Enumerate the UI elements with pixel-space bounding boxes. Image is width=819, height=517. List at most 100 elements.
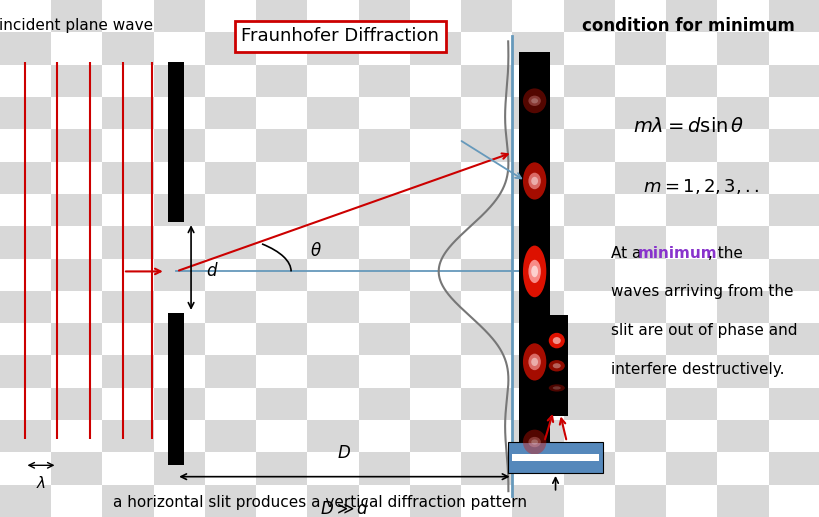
Bar — [359, 32, 410, 65]
Bar — [410, 323, 460, 356]
Ellipse shape — [527, 173, 541, 189]
Ellipse shape — [552, 363, 560, 368]
Bar — [205, 0, 256, 32]
Bar — [563, 0, 614, 32]
Bar — [512, 388, 563, 420]
Bar — [665, 161, 717, 194]
Bar — [0, 356, 51, 388]
Bar — [665, 388, 717, 420]
Bar — [512, 161, 563, 194]
Bar — [717, 161, 768, 194]
Bar — [307, 65, 359, 97]
Bar — [0, 420, 51, 452]
Bar — [512, 258, 563, 291]
Bar — [768, 65, 819, 97]
Ellipse shape — [548, 333, 564, 348]
Bar — [717, 32, 768, 65]
Bar — [768, 485, 819, 517]
Bar — [51, 194, 102, 226]
Text: Fraunhofer Diffraction: Fraunhofer Diffraction — [241, 27, 439, 45]
Bar — [563, 226, 614, 258]
Bar — [359, 323, 410, 356]
Ellipse shape — [552, 386, 560, 390]
Bar — [717, 452, 768, 485]
Bar — [51, 356, 102, 388]
Bar — [768, 97, 819, 129]
Bar — [256, 0, 307, 32]
Bar — [563, 194, 614, 226]
Bar — [614, 452, 665, 485]
Bar — [205, 291, 256, 323]
Bar — [614, 32, 665, 65]
Text: interfere destructively.: interfere destructively. — [610, 362, 784, 377]
Bar — [460, 161, 512, 194]
Bar — [307, 485, 359, 517]
Bar — [154, 420, 205, 452]
Bar — [717, 226, 768, 258]
Bar — [512, 356, 563, 388]
Bar — [359, 129, 410, 161]
Bar — [359, 97, 410, 129]
Bar — [545, 315, 568, 416]
Bar — [768, 161, 819, 194]
Ellipse shape — [527, 260, 541, 283]
Bar — [205, 97, 256, 129]
Bar — [359, 226, 410, 258]
Bar — [0, 452, 51, 485]
Bar — [102, 258, 154, 291]
Bar — [307, 258, 359, 291]
Bar — [359, 161, 410, 194]
Bar — [665, 452, 717, 485]
Bar — [205, 161, 256, 194]
Bar — [460, 65, 512, 97]
Bar — [512, 226, 563, 258]
Bar — [512, 291, 563, 323]
Bar — [51, 485, 102, 517]
Bar — [0, 258, 51, 291]
Bar — [614, 0, 665, 32]
Bar — [460, 323, 512, 356]
Bar — [563, 420, 614, 452]
Text: $d$: $d$ — [206, 263, 218, 280]
Bar — [205, 258, 256, 291]
Bar — [256, 161, 307, 194]
Text: slit are out of phase and: slit are out of phase and — [610, 323, 796, 338]
Bar — [717, 420, 768, 452]
Bar — [154, 32, 205, 65]
Bar — [768, 0, 819, 32]
Bar — [256, 226, 307, 258]
Bar — [768, 258, 819, 291]
Ellipse shape — [531, 177, 537, 185]
Bar — [102, 194, 154, 226]
Ellipse shape — [531, 439, 537, 445]
Bar — [0, 388, 51, 420]
Bar — [768, 291, 819, 323]
Ellipse shape — [548, 360, 564, 371]
Bar — [154, 129, 205, 161]
Bar — [154, 323, 205, 356]
Bar — [154, 291, 205, 323]
Bar — [51, 161, 102, 194]
Bar — [768, 194, 819, 226]
Bar — [205, 485, 256, 517]
Bar — [256, 65, 307, 97]
Bar — [154, 226, 205, 258]
Ellipse shape — [523, 88, 545, 113]
Bar — [665, 291, 717, 323]
Bar — [410, 161, 460, 194]
Bar — [460, 485, 512, 517]
Bar — [768, 32, 819, 65]
Bar — [205, 356, 256, 388]
Bar — [168, 62, 184, 222]
Bar — [0, 194, 51, 226]
Bar — [460, 420, 512, 452]
Bar — [614, 65, 665, 97]
Bar — [51, 420, 102, 452]
Text: a horizontal slit produces a vertical diffraction pattern: a horizontal slit produces a vertical di… — [113, 495, 526, 510]
Bar — [102, 129, 154, 161]
Bar — [154, 161, 205, 194]
Bar — [307, 420, 359, 452]
Bar — [307, 32, 359, 65]
Bar — [512, 0, 563, 32]
Bar — [563, 161, 614, 194]
